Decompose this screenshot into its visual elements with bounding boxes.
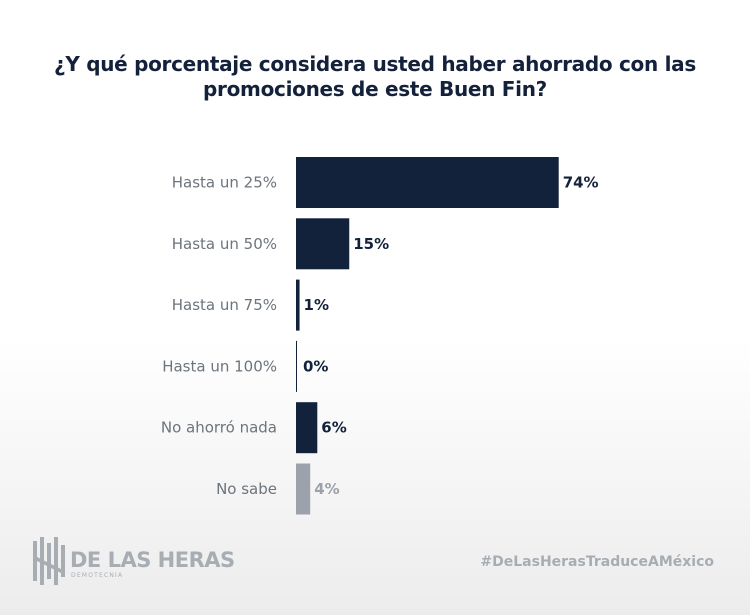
value-label: 4% bbox=[314, 480, 339, 498]
bar bbox=[296, 463, 311, 515]
category-label: Hasta un 25% bbox=[172, 174, 277, 192]
value-label: 15% bbox=[353, 235, 389, 253]
bar bbox=[296, 279, 300, 331]
category-label: Hasta un 75% bbox=[172, 296, 277, 314]
bar bbox=[296, 218, 350, 270]
hashtag: #DeLasHerasTraduceAMéxico bbox=[480, 554, 714, 570]
category-label: Hasta un 50% bbox=[172, 235, 277, 253]
category-label: Hasta un 100% bbox=[162, 357, 277, 375]
logo-wordmark: DE LAS HERAS bbox=[70, 548, 235, 572]
category-label: No sabe bbox=[216, 480, 277, 498]
bar bbox=[296, 340, 297, 392]
value-label: 74% bbox=[563, 174, 599, 192]
chart-title: ¿Y qué porcentaje considera usted haber … bbox=[54, 52, 696, 101]
bar bbox=[296, 157, 559, 208]
value-label: 0% bbox=[303, 357, 328, 375]
value-label: 6% bbox=[321, 419, 346, 437]
category-label: No ahorró nada bbox=[161, 419, 277, 437]
bar bbox=[296, 402, 318, 454]
logo-subtitle: DEMOTECNIA bbox=[71, 572, 124, 579]
de-las-heras-logo-icon bbox=[33, 537, 65, 585]
value-label: 1% bbox=[304, 296, 329, 314]
